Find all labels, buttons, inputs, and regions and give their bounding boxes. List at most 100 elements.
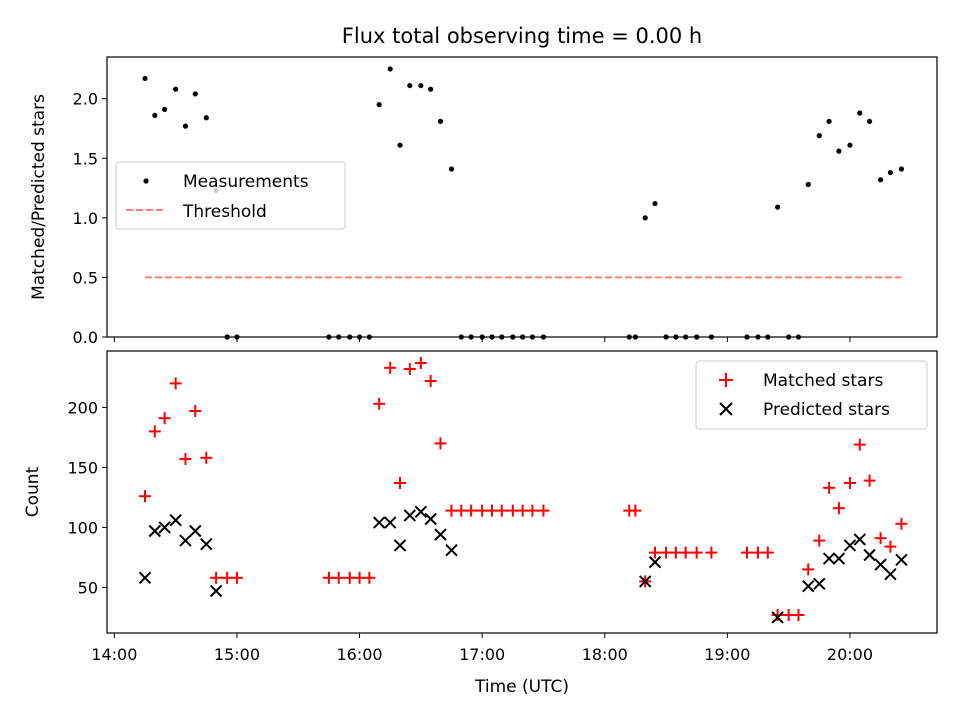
matched-star-point (874, 532, 887, 545)
ratio-legend-frame (115, 161, 346, 230)
counts-y-tick-label: 200 (67, 398, 98, 417)
predicted-star-point (639, 575, 652, 588)
matched-star-point (823, 481, 836, 494)
counts-axes-frame (106, 350, 938, 634)
measurement-point (826, 118, 832, 124)
matched-star-point (403, 363, 416, 375)
measurement-point (836, 148, 842, 154)
measurement-point (775, 204, 781, 210)
matched-star-point (843, 477, 856, 489)
measurement-point (203, 115, 209, 121)
measurement-point (857, 110, 863, 116)
matched-star-point (705, 546, 718, 559)
x-tick-label: 17:00 (459, 645, 505, 664)
matched-star-point (853, 438, 866, 451)
counts-y-tick-label: 100 (67, 518, 98, 537)
counts-legend-frame (695, 360, 928, 430)
predicted-star-point (414, 505, 428, 519)
ratio-y-tick-label: 1.0 (73, 209, 98, 228)
predicted-star-point (822, 552, 836, 565)
matched-star-point (179, 453, 192, 465)
matched-star-point (465, 504, 478, 517)
predicted-star-point (813, 577, 826, 591)
matched-star-point (526, 504, 539, 517)
matched-star-point (434, 437, 447, 450)
matched-star-point (740, 546, 753, 559)
ratio-axes-frame (106, 56, 938, 338)
legend-matched-marker (719, 373, 733, 387)
legend-threshold-label: Threshold (182, 202, 267, 222)
measurement-point (397, 142, 403, 148)
predicted-star-point (383, 516, 397, 529)
legend-predicted-label: Predicted stars (763, 400, 890, 420)
matched-star-point (884, 540, 897, 553)
measurement-point (142, 75, 148, 82)
matched-star-point (394, 477, 407, 489)
matched-star-point (158, 412, 171, 425)
ratio-ticks: 0.0 0.5 1.0 1.5 2.0 (73, 90, 851, 347)
figure-title: Flux total observing time = 0.00 h (342, 24, 702, 48)
counts-y-tick-label: 50 (78, 578, 98, 597)
x-tick-label: 20:00 (827, 645, 873, 664)
predicted-star-point (148, 524, 162, 538)
matched-star-point (679, 546, 692, 559)
predicted-star-point (895, 553, 908, 567)
measurement-point (805, 181, 811, 188)
measurement-point (887, 169, 894, 176)
measurement-point (428, 86, 434, 92)
x-tick-label: 14:00 (91, 645, 137, 664)
ratio-panel: Matched/Predicted stars 0.00.51.01.52.0 … (29, 56, 938, 347)
predicted-star-point (209, 584, 223, 598)
predicted-star-point (434, 528, 447, 541)
measurement-point (866, 118, 873, 124)
matched-star-point (792, 609, 805, 621)
predicted-star-point (189, 524, 202, 538)
legend-measurements-label: Measurements (183, 172, 309, 192)
measurement-point (182, 123, 189, 129)
counts-y-tick-label: 150 (67, 458, 98, 477)
matched-star-point (629, 504, 642, 517)
measurement-point (437, 118, 444, 124)
matched-star-point (813, 534, 826, 547)
x-axis-label: Time (UTC) (474, 677, 569, 697)
measurement-point (878, 177, 884, 183)
matched-star-point (169, 377, 182, 390)
measurement-point (407, 82, 413, 89)
matched-star-point (332, 571, 345, 584)
matched-star-point (802, 563, 815, 576)
predicted-star-point (393, 539, 407, 552)
ratio-y-tick-label: 1.5 (73, 149, 98, 168)
x-tick-label: 19:00 (704, 645, 750, 664)
matched-star-point (895, 517, 908, 530)
x-tick-label: 18:00 (582, 645, 628, 664)
measurement-point (898, 166, 905, 172)
counts-legend: Matched stars Predicted stars (695, 360, 928, 430)
predicted-star-point (169, 513, 182, 527)
matched-star-point (761, 546, 774, 559)
measurement-point (173, 86, 179, 92)
predicted-star-point (771, 611, 784, 624)
matched-star-point (649, 546, 662, 559)
predicted-star-point (884, 567, 897, 581)
matched-star-point (210, 571, 223, 584)
matched-star-point (373, 397, 386, 410)
predicted-star-point (853, 533, 866, 546)
predicted-star-point (802, 579, 815, 593)
matched-star-point (495, 504, 508, 517)
measurement-point (192, 91, 198, 97)
matched-star-point (414, 357, 427, 369)
measurement-point (652, 200, 658, 207)
predicted-star-point (863, 548, 876, 562)
matched-star-point (537, 504, 550, 517)
x-tick-label: 15:00 (214, 645, 260, 664)
ratio-y-tick-label: 0.5 (73, 268, 98, 287)
matched-star-point (230, 571, 243, 584)
predicted-star-point (424, 512, 437, 526)
measurement-point (152, 112, 158, 118)
predicted-star-point (158, 521, 171, 534)
predicted-star-point (843, 539, 857, 552)
counts-panel: Count 50 100 150 200 14:00 15:00 16:00 17:00 18:… (23, 350, 938, 664)
ratio-legend: Measurements Threshold (115, 161, 346, 230)
